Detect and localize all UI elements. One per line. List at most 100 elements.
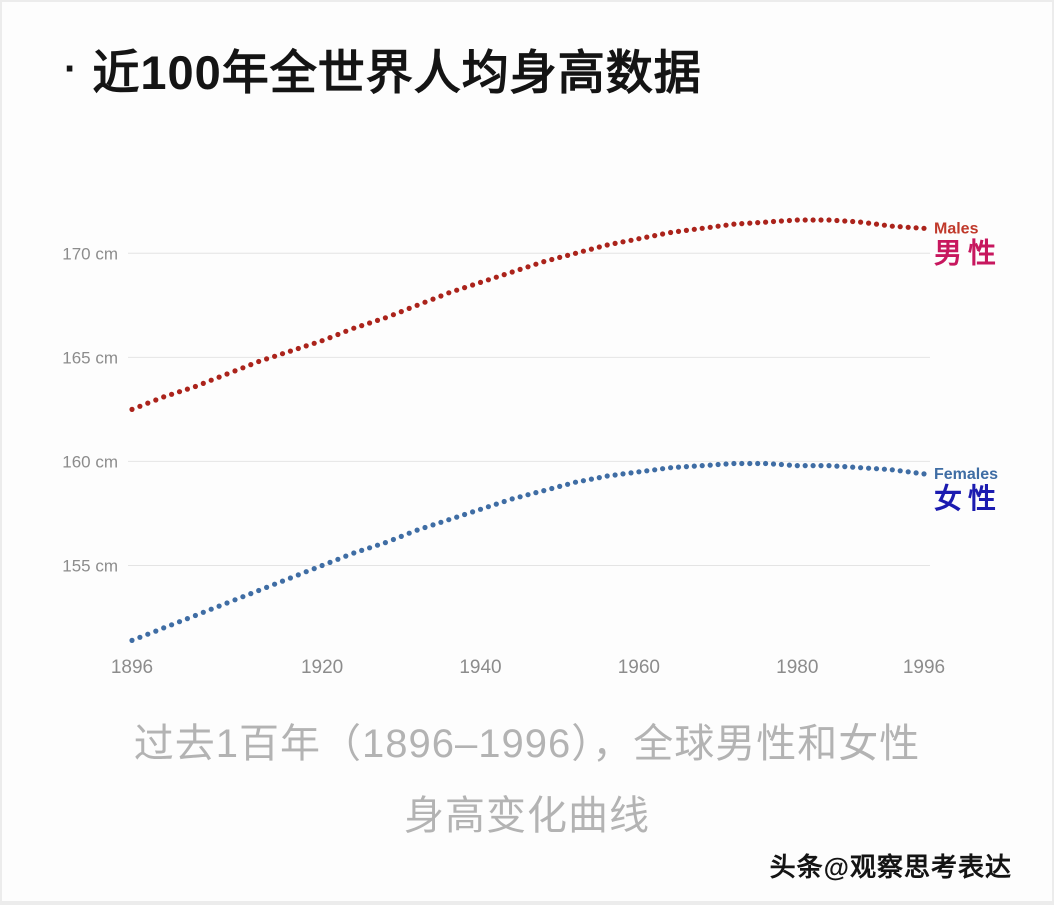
data-point-females <box>549 485 555 492</box>
x-tick-label: 1920 <box>301 657 343 678</box>
data-point-males <box>303 343 309 349</box>
data-point-males <box>390 312 396 318</box>
data-point-females <box>818 463 824 469</box>
data-point-females <box>256 587 262 594</box>
data-point-males <box>557 254 563 260</box>
data-point-males <box>881 222 888 228</box>
data-point-males <box>691 226 697 232</box>
data-point-males <box>921 225 927 231</box>
data-point-females <box>232 597 238 603</box>
y-tick-label: 170 cm <box>62 244 118 263</box>
data-point-males <box>137 403 143 409</box>
data-point-males <box>192 383 198 390</box>
data-point-males <box>763 219 769 225</box>
data-point-males <box>232 368 238 374</box>
data-point-males <box>184 386 190 392</box>
data-point-males <box>414 302 420 308</box>
data-point-males <box>683 227 690 233</box>
data-point-males <box>794 217 800 223</box>
data-point-males <box>398 309 404 315</box>
data-point-males <box>367 320 373 326</box>
data-point-females <box>129 637 135 643</box>
data-point-males <box>873 221 880 227</box>
data-point-males <box>272 353 278 359</box>
data-point-females <box>287 575 293 581</box>
data-point-males <box>287 348 293 354</box>
data-point-males <box>755 220 761 226</box>
data-point-males <box>485 277 491 283</box>
data-point-females <box>842 464 848 470</box>
data-point-females <box>248 591 254 597</box>
data-point-males <box>889 223 895 229</box>
data-point-males <box>778 218 785 224</box>
data-point-males <box>454 287 460 293</box>
data-point-females <box>272 581 278 587</box>
data-point-females <box>755 460 761 467</box>
data-point-females <box>580 478 587 484</box>
data-point-males <box>636 236 642 242</box>
data-point-females <box>390 536 396 543</box>
data-point-males <box>145 400 151 406</box>
data-point-females <box>557 483 563 489</box>
page-title: · 近100年全世界人均身高数据 <box>64 34 1022 103</box>
data-point-females <box>747 460 753 467</box>
data-point-males <box>588 246 595 252</box>
data-point-females <box>327 559 333 565</box>
data-point-males <box>382 315 388 321</box>
watermark: 头条@观察思考表达 <box>769 852 1012 882</box>
data-point-males <box>580 248 587 254</box>
data-point-males <box>913 225 919 231</box>
data-point-females <box>169 622 175 628</box>
data-point-females <box>438 519 444 525</box>
x-tick-label: 1960 <box>618 657 660 678</box>
data-point-females <box>826 463 832 469</box>
data-point-males <box>240 365 246 371</box>
data-point-females <box>810 463 816 469</box>
data-point-females <box>802 463 808 469</box>
data-point-females <box>668 465 674 471</box>
data-point-males <box>351 325 357 331</box>
data-point-females <box>723 461 729 467</box>
data-point-males <box>153 397 159 403</box>
data-point-males <box>565 252 571 258</box>
data-point-males <box>897 224 903 230</box>
data-point-females <box>398 533 404 539</box>
data-point-males <box>739 221 745 227</box>
data-point-females <box>145 631 151 637</box>
data-point-males <box>327 335 333 341</box>
data-point-males <box>248 362 254 368</box>
data-point-females <box>509 496 515 502</box>
data-point-females <box>834 463 840 469</box>
data-point-females <box>850 464 856 470</box>
data-point-males <box>279 351 286 357</box>
data-point-females <box>137 634 143 640</box>
data-point-males <box>493 274 499 280</box>
data-point-females <box>572 479 579 485</box>
data-point-females <box>359 547 365 553</box>
data-point-females <box>335 556 341 562</box>
data-point-males <box>660 231 666 237</box>
data-point-females <box>604 473 610 479</box>
y-tick-label: 160 cm <box>62 452 118 471</box>
data-point-females <box>303 569 309 575</box>
data-point-females <box>691 463 697 469</box>
data-point-males <box>675 228 682 234</box>
series-label-males: Males <box>934 220 979 237</box>
data-point-females <box>343 553 349 559</box>
data-point-males <box>256 358 262 365</box>
data-point-males <box>470 282 476 288</box>
data-point-females <box>675 464 682 470</box>
data-point-females <box>192 612 198 619</box>
data-point-males <box>604 242 610 248</box>
data-point-males <box>723 222 729 228</box>
data-point-females <box>533 490 539 496</box>
chart-caption: 过去1百年（1896–1996），全球男性和女性 身高变化曲线 <box>2 708 1052 852</box>
data-point-males <box>359 323 365 329</box>
data-point-males <box>319 338 325 344</box>
x-tick-label: 1996 <box>903 657 945 678</box>
data-point-females <box>620 471 626 477</box>
data-point-females <box>794 463 800 469</box>
data-point-males <box>810 217 816 223</box>
data-point-males <box>866 220 872 226</box>
data-point-males <box>216 374 222 380</box>
